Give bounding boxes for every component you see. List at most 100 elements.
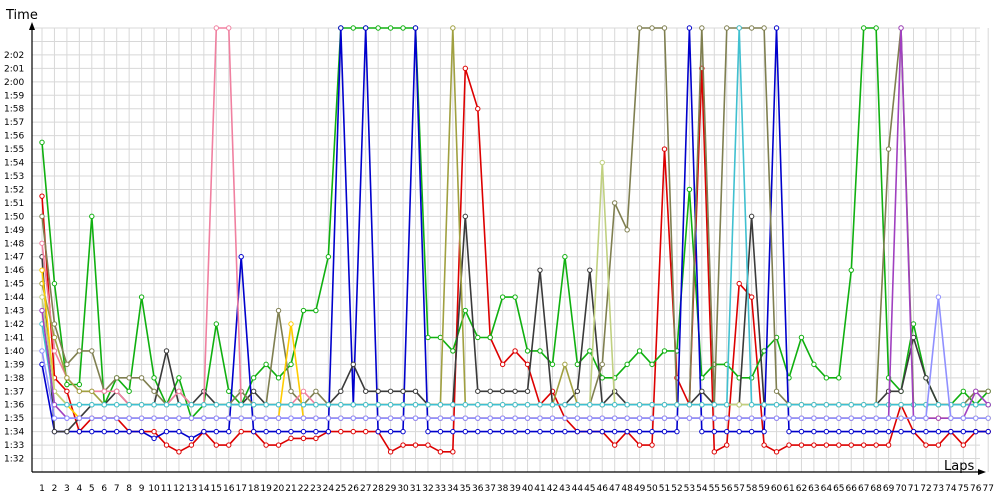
data-point	[861, 442, 867, 448]
data-point	[487, 415, 493, 421]
data-point	[848, 415, 854, 421]
data-point	[350, 415, 356, 421]
data-point	[748, 213, 755, 220]
x-tick-label: 61	[783, 484, 794, 494]
y-tick-label: 2:02	[4, 51, 24, 61]
data-point	[163, 428, 170, 435]
x-tick-label: 56	[721, 484, 733, 494]
x-tick-label: 38	[497, 484, 509, 494]
data-point	[624, 402, 630, 408]
data-point	[724, 402, 730, 408]
data-point	[288, 361, 294, 368]
data-point	[250, 388, 257, 394]
x-tick-label: 13	[186, 484, 197, 494]
data-point	[885, 428, 892, 435]
data-point	[935, 294, 942, 300]
data-point	[101, 388, 107, 394]
x-tick-label: 65	[833, 484, 844, 494]
data-point	[836, 442, 842, 448]
data-point	[114, 402, 120, 408]
x-tick-label: 3	[64, 484, 70, 494]
data-point	[686, 402, 693, 408]
data-point	[549, 415, 556, 421]
x-tick-label: 4	[76, 484, 82, 494]
data-point	[300, 388, 307, 394]
data-point	[250, 415, 257, 421]
x-tick-label: 66	[846, 484, 858, 494]
data-point	[524, 348, 531, 354]
data-point	[898, 388, 904, 394]
data-point	[338, 402, 344, 408]
data-point	[275, 415, 282, 421]
data-point	[288, 428, 294, 435]
data-point	[599, 402, 605, 408]
data-point	[562, 415, 568, 421]
x-tick-label: 14	[198, 484, 210, 494]
x-tick-label: 47	[609, 484, 620, 494]
data-point	[562, 428, 568, 435]
data-point	[636, 402, 643, 408]
data-point	[400, 25, 406, 31]
data-point	[126, 375, 132, 381]
data-point	[587, 348, 593, 354]
data-point	[300, 415, 307, 421]
data-point	[437, 402, 444, 408]
y-tick-label: 1:40	[4, 347, 24, 357]
data-point	[885, 146, 892, 152]
data-point	[960, 388, 966, 394]
data-point	[163, 348, 170, 354]
data-point	[114, 428, 120, 435]
data-point	[462, 307, 468, 314]
x-tick-label: 75	[958, 484, 969, 494]
data-point	[748, 25, 755, 31]
data-point	[39, 240, 45, 246]
data-point	[226, 25, 232, 31]
data-point	[201, 428, 207, 435]
data-point	[363, 388, 369, 394]
data-point	[512, 402, 518, 408]
data-point	[773, 415, 780, 421]
y-tick-label: 1:48	[4, 239, 24, 249]
data-point	[151, 375, 157, 381]
x-tick-label: 44	[572, 484, 584, 494]
data-point	[636, 348, 643, 354]
data-point	[811, 428, 817, 435]
data-point	[736, 415, 742, 421]
data-point	[960, 402, 966, 408]
data-point	[512, 415, 518, 421]
x-tick-label: 42	[547, 484, 558, 494]
x-tick-label: 53	[684, 484, 695, 494]
data-point	[412, 442, 419, 448]
x-tick-label: 21	[285, 484, 296, 494]
data-point	[151, 415, 157, 421]
data-point	[151, 402, 157, 408]
x-tick-label: 23	[310, 484, 321, 494]
data-point	[475, 388, 481, 394]
data-point	[475, 415, 481, 421]
data-point	[51, 280, 58, 287]
x-tick-label: 32	[422, 484, 433, 494]
data-point	[748, 294, 755, 300]
data-point	[773, 449, 780, 455]
data-point	[524, 428, 531, 435]
data-point	[176, 402, 182, 408]
data-point	[973, 415, 979, 421]
data-point	[885, 415, 892, 421]
data-point	[387, 428, 394, 435]
data-point	[674, 428, 680, 435]
x-tick-label: 71	[908, 484, 919, 494]
data-point	[450, 449, 456, 455]
data-point	[661, 348, 668, 354]
data-point	[487, 334, 493, 341]
data-point	[213, 25, 220, 31]
data-point	[263, 442, 269, 448]
data-point	[935, 402, 942, 408]
data-point	[450, 348, 456, 354]
data-point	[786, 415, 792, 421]
data-point	[574, 388, 581, 394]
data-point	[861, 415, 867, 421]
data-point	[624, 415, 630, 421]
data-point	[761, 25, 767, 31]
data-point	[375, 388, 381, 394]
data-point	[226, 402, 232, 408]
